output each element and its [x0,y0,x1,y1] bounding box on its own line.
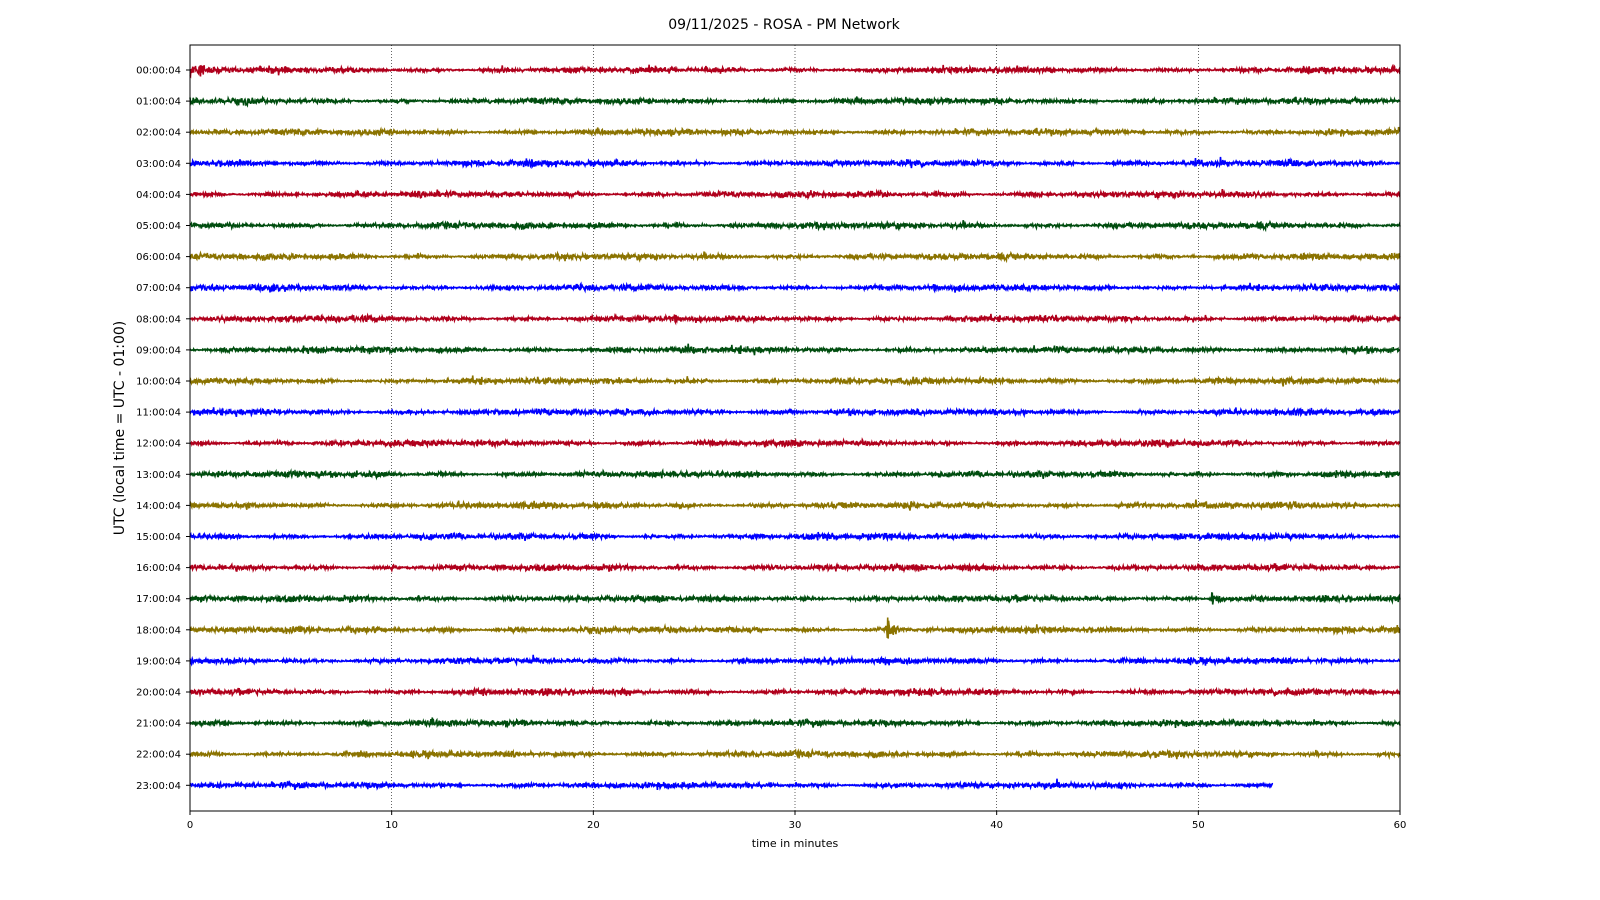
trace-line [189,747,1401,760]
y-tick-label: 21:00:04 [136,719,181,730]
trace-line [189,281,1401,294]
trace-line [189,685,1401,698]
trace-line [189,250,1401,264]
y-tick-label: 13:00:04 [136,470,181,481]
x-tick-label: 0 [187,820,193,831]
trace-line [189,437,1401,450]
y-tick-label: 15:00:04 [136,532,181,543]
y-tick-label: 17:00:04 [136,594,181,605]
y-tick-label: 11:00:04 [136,408,181,419]
trace-line [189,778,1274,791]
x-tick-label: 10 [385,820,398,831]
x-tick-label: 50 [1192,820,1205,831]
trace-line [189,374,1401,387]
y-tick-label: 02:00:04 [136,128,181,139]
trace-line [189,654,1401,667]
trace-line [189,219,1401,233]
y-tick-label: 00:00:04 [136,66,181,77]
y-tick-label: 05:00:04 [136,221,181,232]
trace-line [189,592,1401,605]
x-axis-label: time in minutes [752,837,839,850]
y-tick-label: 08:00:04 [136,314,181,325]
trace-line [189,467,1401,481]
trace-line [189,530,1401,543]
y-tick-label: 10:00:04 [136,377,181,388]
x-axis-ticks: 0 10 20 30 40 50 60 [187,811,1407,831]
trace-line [189,499,1401,511]
trace-line [189,156,1401,170]
x-tick-label: 40 [990,820,1003,831]
y-tick-label: 19:00:04 [136,656,181,667]
trace-line [189,126,1401,138]
y-tick-label: 23:00:04 [136,781,181,792]
trace-line [189,717,1401,729]
trace-line [189,562,1401,574]
trace-line [189,343,1401,356]
trace-line [189,312,1401,326]
x-tick-label: 60 [1394,820,1407,831]
trace-line [189,188,1401,201]
y-tick-label: 07:00:04 [136,283,181,294]
seismic-traces [189,63,1401,791]
y-tick-label: 18:00:04 [136,625,181,636]
y-tick-label: 06:00:04 [136,252,181,263]
y-tick-label: 12:00:04 [136,439,181,450]
trace-line [189,95,1401,108]
y-tick-label: 04:00:04 [136,190,181,201]
y-tick-label: 20:00:04 [136,688,181,699]
y-tick-label: 14:00:04 [136,501,181,512]
trace-line [189,617,1401,639]
trace-line [189,406,1401,419]
x-tick-label: 30 [789,820,802,831]
y-tick-label: 09:00:04 [136,345,181,356]
y-tick-label: 22:00:04 [136,750,181,761]
trace-line [189,63,1401,79]
chart-title: 09/11/2025 - ROSA - PM Network [668,17,900,33]
y-tick-label: 16:00:04 [136,563,181,574]
y-tick-label: 01:00:04 [136,97,181,108]
x-tick-label: 20 [587,820,600,831]
y-tick-label: 03:00:04 [136,159,181,170]
y-axis-label: UTC (local time = UTC - 01:00) [112,321,128,536]
y-axis-ticks: 00:00:04 01:00:04 02:00:04 03:00:04 04:00:04… [136,66,190,792]
